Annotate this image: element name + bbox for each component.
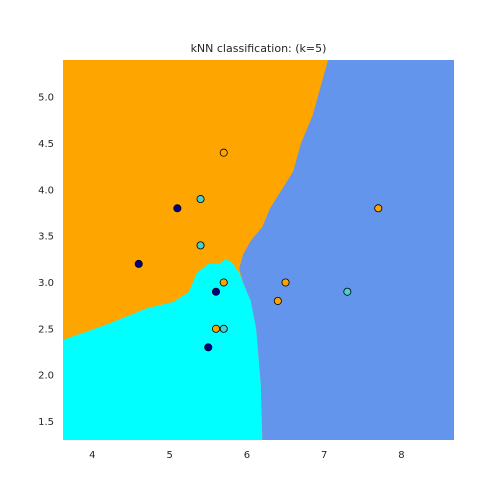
region-cyan (63, 259, 263, 440)
chart-title: kNN classification: (k=5) (191, 42, 327, 55)
data-points (134, 148, 383, 352)
data-point (343, 287, 352, 296)
decision-regions (63, 60, 454, 440)
data-point (374, 204, 383, 213)
x-tick-label: 7 (321, 450, 327, 461)
y-tick-label: 3.5 (38, 232, 54, 243)
y-tick-label: 3.0 (38, 278, 54, 289)
plot-area (63, 60, 454, 440)
x-tick-label: 6 (244, 450, 250, 461)
data-point (219, 148, 228, 157)
y-tick-label: 1.5 (38, 417, 54, 428)
data-point (196, 195, 205, 204)
data-point (281, 278, 290, 287)
data-point (211, 287, 220, 296)
y-tick-label: 2.5 (38, 324, 54, 335)
region-cornflowerblue (200, 60, 454, 440)
y-axis: 1.5 2.0 2.5 3.0 3.5 4.0 4.5 5.0 (38, 93, 54, 428)
y-tick-label: 4.5 (38, 139, 54, 150)
data-point (134, 259, 143, 268)
y-tick-label: 2.0 (38, 371, 54, 382)
data-point (219, 324, 228, 333)
x-tick-label: 4 (89, 450, 95, 461)
data-point (211, 324, 220, 333)
data-point (204, 343, 213, 352)
x-axis: 4 5 6 7 8 (89, 450, 404, 461)
data-point (173, 204, 182, 213)
y-tick-label: 4.0 (38, 185, 54, 196)
x-tick-label: 8 (398, 450, 404, 461)
y-tick-label: 5.0 (38, 93, 54, 104)
data-point (196, 241, 205, 250)
data-point (219, 278, 228, 287)
x-tick-label: 5 (166, 450, 172, 461)
data-point (273, 296, 282, 305)
